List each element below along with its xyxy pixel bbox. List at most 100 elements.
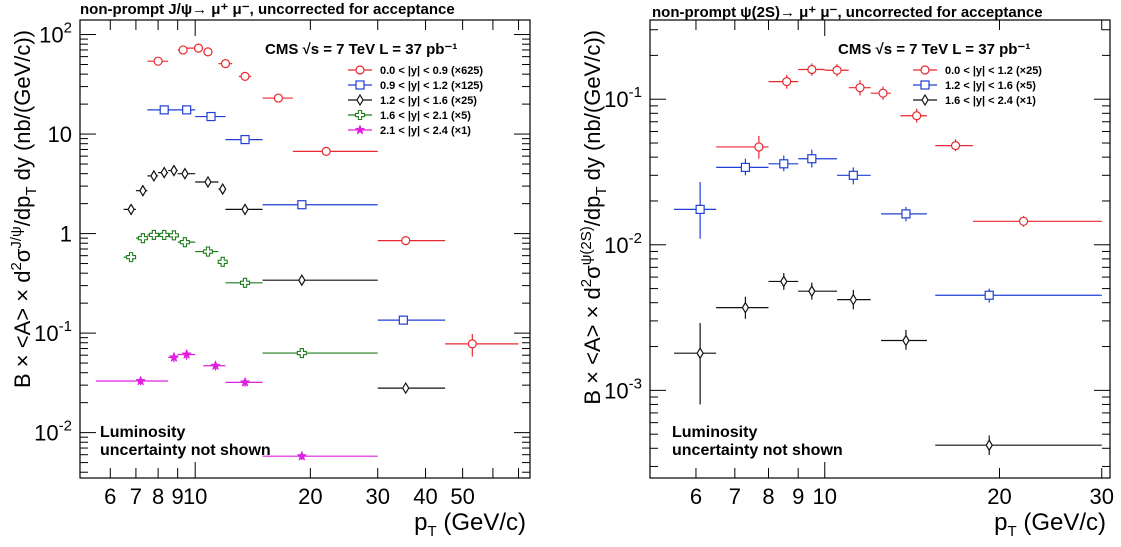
chart-panel-2: non-prompt ψ(2S)→ μ⁺ μ⁻, uncorrected for… [578, 4, 1114, 540]
point-marker [297, 200, 307, 210]
point-marker [832, 65, 842, 75]
x-axis-label-part: p [414, 509, 427, 536]
point-marker [168, 351, 180, 362]
point-marker [807, 64, 817, 75]
x-tick-label: 9 [792, 484, 804, 509]
data-point [262, 93, 293, 103]
point-marker [170, 164, 178, 177]
x-axis-label-part: (GeV/c) [1017, 509, 1106, 536]
data-point [445, 333, 519, 357]
x-axis-label-part: T [1007, 523, 1016, 540]
y-tick-label: 102 [39, 20, 72, 48]
experiment-label: CMS √s = 7 TeV L = 37 pb⁻¹ [838, 41, 1030, 58]
data-point [135, 184, 148, 197]
y-tick-label-exp: -1 [629, 84, 642, 101]
data-series [147, 43, 519, 357]
legend-label: 1.2 < |y| < 1.6 (×5) [945, 80, 1036, 92]
point-marker [401, 236, 411, 246]
data-point [238, 71, 252, 81]
data-point [123, 252, 137, 263]
x-tick-label: 10 [183, 484, 207, 509]
x-axis-label-part: p [994, 509, 1007, 536]
x-tick-label: 8 [762, 484, 774, 509]
legend-entry: 1.6 < |y| < 2.1 (×5) [348, 109, 471, 122]
data-point [135, 233, 148, 244]
point-marker [239, 376, 251, 387]
y-axis-label-part: σ [580, 265, 605, 279]
point-marker [139, 184, 147, 197]
data-point [225, 376, 263, 387]
point-marker [855, 83, 865, 93]
point-marker [127, 203, 135, 216]
point-marker [848, 170, 858, 180]
chart-title: non-prompt J/ψ→ μ⁺ μ⁻, uncorrected for a… [80, 1, 455, 18]
legend-marker [920, 80, 930, 90]
x-tick-label: 30 [1089, 484, 1113, 509]
data-point [377, 381, 446, 395]
data-point [262, 450, 378, 461]
y-tick-label: 10-2 [34, 418, 72, 446]
point-marker [168, 230, 179, 241]
data-point [177, 45, 188, 55]
data-point [217, 256, 228, 267]
point-marker [740, 162, 751, 173]
y-tick-label: 1 [60, 222, 72, 247]
point-marker [181, 167, 189, 180]
data-point [123, 203, 136, 216]
legend-entry: 0.0 < |y| < 0.9 (×625) [348, 65, 483, 77]
data-point [168, 351, 180, 363]
x-tick-label: 20 [298, 484, 322, 509]
point-marker [181, 348, 193, 360]
data-series [674, 149, 1102, 303]
data-point [147, 56, 169, 66]
data-point [900, 108, 927, 123]
data-point [935, 139, 973, 152]
y-tick-label: 10-1 [34, 318, 72, 346]
legend-entry: 1.2 < |y| < 1.6 (×5) [913, 80, 1036, 92]
point-marker [808, 285, 816, 298]
legend-marker [355, 80, 365, 90]
point-marker [296, 450, 308, 461]
x-tick-label: 20 [987, 484, 1011, 509]
y-axis-label-part: 2 [8, 262, 25, 270]
y-axis-label-part: B × <A> × d [10, 271, 35, 388]
x-tick-label: 10 [813, 484, 837, 509]
y-tick-label: 10-1 [604, 84, 642, 112]
point-marker [741, 301, 750, 314]
data-point [203, 47, 213, 57]
y-tick-label-base: 10 [48, 122, 72, 147]
x-tick-label: 6 [104, 484, 116, 509]
point-marker [902, 334, 910, 347]
data-point [716, 296, 769, 319]
y-tick-label: 10 [48, 122, 72, 147]
x-axis-label: pT (GeV/c) [414, 509, 526, 540]
data-point [674, 181, 717, 239]
point-marker [159, 229, 170, 240]
point-marker [273, 93, 283, 103]
data-point [195, 111, 226, 122]
point-marker [239, 277, 251, 288]
point-marker [779, 159, 789, 169]
point-marker [159, 105, 169, 115]
x-tick-label: 30 [365, 484, 389, 509]
point-marker [984, 290, 994, 300]
legend-label: 1.2 < |y| < 1.6 (×25) [380, 95, 477, 107]
legend-entry: 2.1 < |y| < 2.4 (×1) [348, 124, 471, 137]
data-point [881, 206, 927, 222]
y-axis-label-part: B × <A> × d [580, 287, 605, 404]
y-axis-label-part: T [23, 186, 40, 195]
data-series [123, 229, 378, 359]
point-marker [782, 77, 792, 87]
point-marker [182, 105, 192, 115]
data-point [177, 348, 196, 360]
data-point [798, 282, 838, 300]
legend-label: 0.0 < |y| < 0.9 (×625) [380, 65, 483, 77]
y-tick-label: 10-2 [604, 230, 642, 258]
data-point [716, 158, 769, 176]
data-point [95, 375, 169, 386]
x-tick-label: 7 [130, 484, 142, 509]
data-point [158, 166, 169, 179]
plot-frame [649, 19, 1111, 479]
